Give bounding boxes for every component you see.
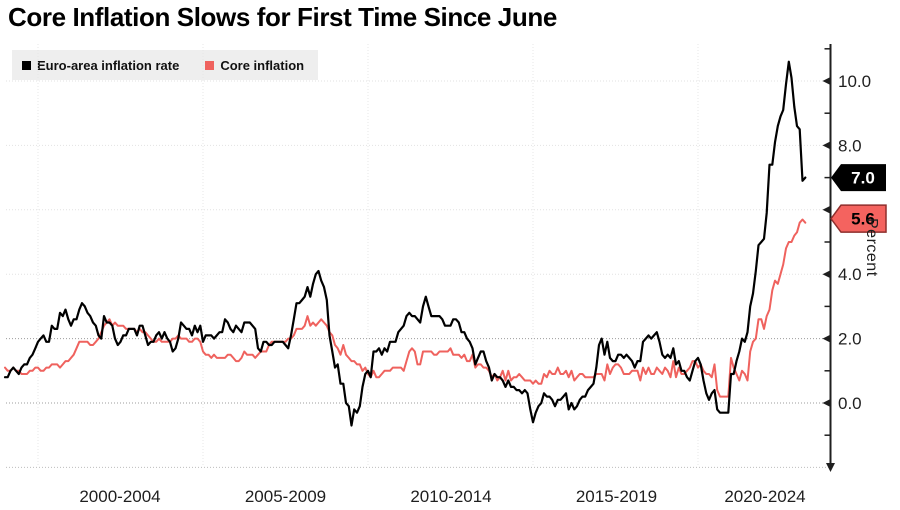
x-axis-label: 2020-2024 — [724, 487, 806, 506]
legend: Euro-area inflation rate Core inflation — [12, 50, 319, 80]
major-tick-icon — [822, 334, 831, 343]
y-tick-label: 8.0 — [838, 136, 862, 155]
major-tick-icon — [822, 270, 831, 279]
end-badge-label: 5.6 — [851, 210, 875, 229]
x-axis-label: 2010-2014 — [410, 487, 492, 506]
legend-item-core: Core inflation — [205, 58, 304, 73]
major-tick-icon — [822, 205, 831, 214]
y-axis-title: Percent — [863, 218, 880, 277]
major-tick-icon — [822, 77, 831, 85]
legend-swatch — [22, 60, 31, 70]
x-axis-label: 2000-2004 — [79, 487, 161, 506]
y-tick-label: 4.0 — [838, 265, 862, 284]
major-tick-icon — [822, 141, 831, 150]
end-badge — [830, 204, 887, 233]
page-title: Core Inflation Slows for First Time Sinc… — [8, 2, 557, 32]
legend-swatch — [205, 60, 215, 70]
end-badge-label: 7.0 — [851, 169, 875, 188]
end-badge — [831, 164, 886, 192]
legend-item-label: Core inflation — [220, 57, 305, 73]
legend-item-euro: Euro-area inflation rate — [22, 58, 179, 73]
axis-end-arrow-icon — [826, 463, 835, 472]
legend-item-label: Euro-area inflation rate — [37, 57, 180, 73]
major-tick-icon — [822, 399, 831, 407]
y-tick-label: 0.0 — [838, 394, 862, 413]
y-tick-label: 10.0 — [838, 72, 871, 91]
x-axis-label: 2015-2019 — [575, 487, 658, 506]
y-tick-label: 2.0 — [838, 330, 862, 349]
x-axis-label: 2005-2009 — [244, 487, 327, 506]
series-line-euro — [3, 60, 807, 427]
series-line-core — [4, 218, 807, 398]
